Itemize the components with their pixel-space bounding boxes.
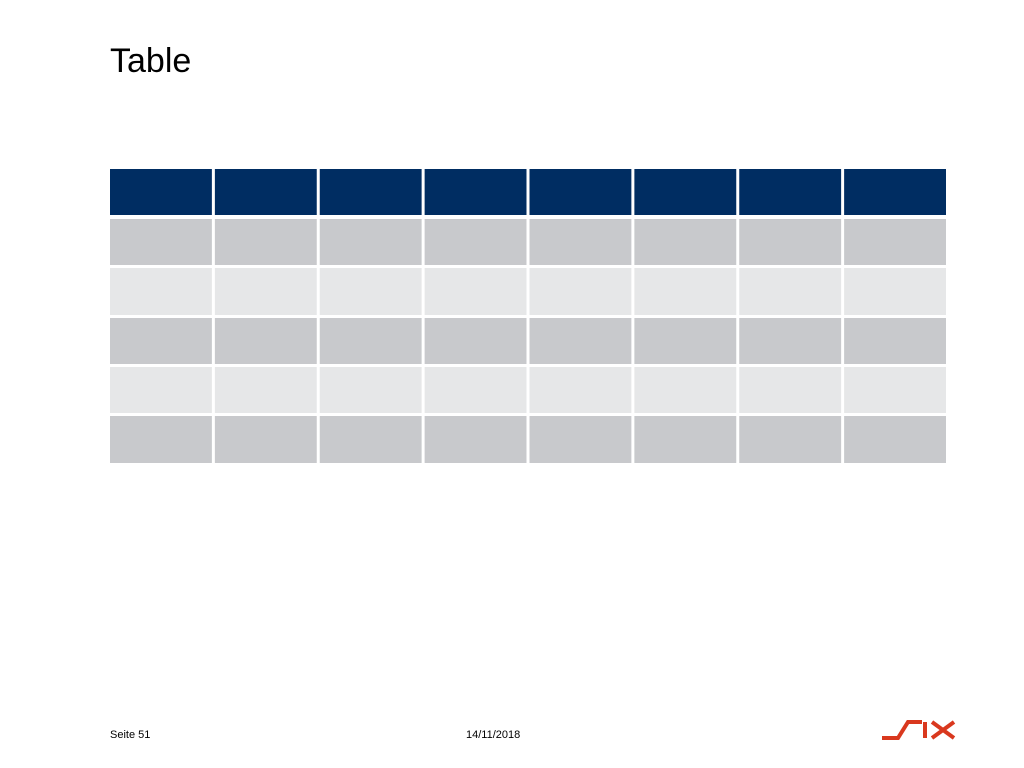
cell [319,219,422,265]
cell [110,318,212,364]
header-cell [319,169,422,215]
cell [844,367,946,413]
cell [424,219,527,265]
cell [634,367,737,413]
cell [529,416,632,463]
cell [110,219,212,265]
cell [319,268,422,315]
cell [319,318,422,364]
cell [529,367,632,413]
cell [739,318,842,364]
header-cell [424,169,527,215]
cell [529,219,632,265]
header-cell [214,169,317,215]
cell [529,318,632,364]
cell [634,416,737,463]
cell [214,367,317,413]
cell [844,416,946,463]
date: 14/11/2018 [466,729,521,741]
cell [214,268,317,315]
logo-x [930,720,956,740]
cell [844,219,946,265]
cell [110,416,212,463]
cell [214,416,317,463]
cell [739,367,842,413]
cell [424,416,527,463]
cell [424,367,527,413]
logo-s [882,720,922,740]
logo [882,720,956,740]
cell [739,219,842,265]
cell [424,268,527,315]
cell [529,268,632,315]
cell [844,318,946,364]
cell [634,318,737,364]
header-cell [844,169,946,215]
cell [634,268,737,315]
slide-title: Table [110,42,192,80]
cell [739,268,842,315]
header-cell [529,169,632,215]
cell [844,268,946,315]
header-cell [739,169,842,215]
header-cell [634,169,737,215]
cell [319,367,422,413]
cell [319,416,422,463]
cell [424,318,527,364]
cell [214,318,317,364]
cell [214,219,317,265]
cell [739,416,842,463]
header-cell [110,169,212,215]
cell [634,219,737,265]
cell [110,268,212,315]
cell [110,367,212,413]
page-number: Seite 51 [110,729,151,741]
